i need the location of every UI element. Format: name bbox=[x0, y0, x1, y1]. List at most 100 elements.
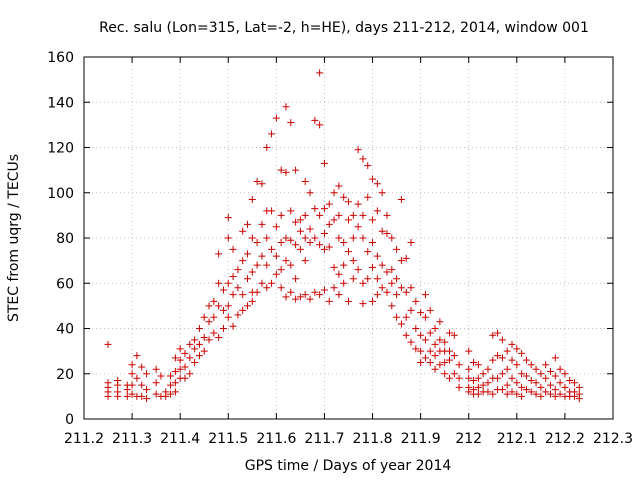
data-point bbox=[152, 365, 160, 373]
data-point bbox=[402, 331, 410, 339]
data-point bbox=[498, 370, 506, 378]
data-point bbox=[373, 275, 381, 283]
data-point bbox=[219, 306, 227, 314]
data-point bbox=[176, 345, 184, 353]
data-point bbox=[143, 395, 151, 403]
data-point bbox=[426, 347, 434, 355]
data-point bbox=[364, 248, 372, 256]
x-tick-label: 211.3 bbox=[112, 431, 152, 447]
x-tick-label: 212.3 bbox=[593, 431, 633, 447]
data-point bbox=[388, 279, 396, 287]
data-point bbox=[229, 245, 237, 253]
data-point bbox=[258, 279, 266, 287]
data-point bbox=[311, 234, 319, 242]
data-point bbox=[128, 370, 136, 378]
data-point bbox=[388, 234, 396, 242]
data-point bbox=[200, 313, 208, 321]
data-point bbox=[566, 377, 574, 385]
data-point bbox=[114, 381, 122, 389]
data-point bbox=[191, 336, 199, 344]
data-point bbox=[335, 211, 343, 219]
data-point bbox=[345, 198, 352, 206]
data-point bbox=[421, 354, 429, 362]
data-point bbox=[494, 329, 502, 337]
data-point bbox=[393, 291, 401, 299]
data-point bbox=[272, 252, 280, 260]
data-point bbox=[349, 257, 357, 265]
data-point bbox=[215, 302, 223, 310]
data-point bbox=[171, 379, 179, 387]
data-point bbox=[474, 374, 482, 382]
data-point bbox=[340, 239, 348, 247]
data-point bbox=[181, 349, 189, 357]
data-point bbox=[527, 361, 535, 369]
data-point bbox=[397, 320, 405, 328]
data-point bbox=[537, 383, 545, 391]
x-tick-label: 211.6 bbox=[256, 431, 296, 447]
data-point bbox=[248, 297, 256, 305]
data-point bbox=[479, 381, 487, 389]
data-point bbox=[282, 168, 290, 176]
data-point bbox=[393, 275, 401, 283]
data-point bbox=[450, 331, 458, 339]
data-point bbox=[123, 392, 131, 400]
data-point bbox=[407, 284, 415, 292]
data-point bbox=[349, 234, 357, 242]
data-point bbox=[340, 279, 348, 287]
data-point bbox=[508, 340, 516, 348]
data-point bbox=[205, 336, 213, 344]
data-point bbox=[234, 284, 242, 292]
data-point bbox=[465, 388, 473, 396]
data-point bbox=[436, 361, 444, 369]
data-point bbox=[551, 354, 559, 362]
data-point bbox=[537, 370, 545, 378]
data-point bbox=[253, 177, 261, 185]
data-point bbox=[402, 288, 410, 296]
data-point bbox=[296, 245, 304, 253]
data-point bbox=[455, 361, 463, 369]
data-point bbox=[455, 374, 463, 382]
data-point bbox=[143, 370, 151, 378]
data-point bbox=[503, 381, 511, 389]
data-point bbox=[287, 119, 295, 127]
data-point bbox=[167, 372, 175, 380]
data-point bbox=[171, 354, 179, 362]
data-point bbox=[373, 207, 381, 215]
data-point bbox=[133, 374, 141, 382]
data-point bbox=[277, 266, 285, 274]
data-point bbox=[484, 379, 492, 387]
data-point bbox=[373, 252, 381, 260]
data-point bbox=[133, 352, 141, 360]
data-point bbox=[421, 291, 429, 299]
data-point bbox=[224, 302, 232, 310]
data-point bbox=[354, 200, 362, 208]
data-point bbox=[489, 356, 497, 364]
data-point bbox=[518, 349, 526, 357]
data-point bbox=[138, 392, 146, 400]
data-point bbox=[311, 288, 319, 296]
data-point bbox=[263, 284, 271, 292]
data-point bbox=[441, 358, 449, 366]
data-point bbox=[527, 377, 535, 385]
data-point bbox=[277, 284, 285, 292]
data-point bbox=[383, 229, 391, 237]
data-point bbox=[474, 390, 482, 398]
data-point bbox=[364, 162, 372, 170]
data-point bbox=[287, 288, 295, 296]
data-point bbox=[320, 245, 328, 253]
data-point bbox=[306, 295, 314, 303]
data-point bbox=[244, 250, 252, 258]
data-point bbox=[104, 392, 112, 400]
data-point bbox=[369, 263, 377, 271]
data-point bbox=[489, 390, 497, 398]
data-point bbox=[296, 227, 304, 235]
data-point bbox=[484, 388, 492, 396]
data-point bbox=[128, 381, 136, 389]
data-point bbox=[287, 207, 295, 215]
data-point bbox=[248, 234, 256, 242]
y-tick-label: 40 bbox=[56, 322, 74, 338]
data-point bbox=[263, 261, 271, 269]
data-point bbox=[335, 270, 343, 278]
data-point bbox=[494, 374, 502, 382]
data-point bbox=[412, 325, 420, 332]
